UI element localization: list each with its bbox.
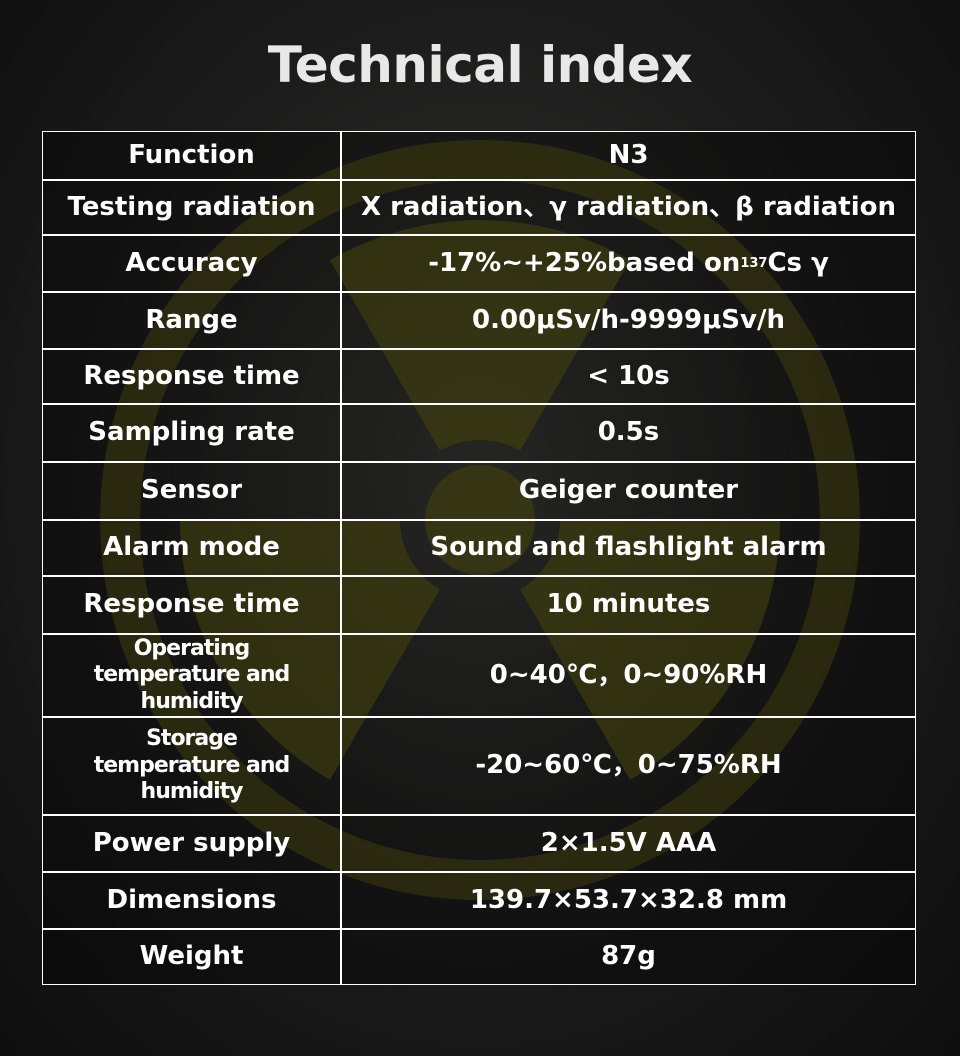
label-cell: Accuracy <box>42 235 341 292</box>
label-cell: Power supply <box>42 815 341 872</box>
label-text: Response time <box>83 589 300 620</box>
label-text: Weight <box>139 941 244 972</box>
value-text-after: Cs γ <box>767 247 829 278</box>
value-text: 0.00μSv/h-9999μSv/h <box>472 304 785 335</box>
value-superscript: 137 <box>740 255 768 271</box>
label-text: Operating temperature and humidity <box>93 635 291 714</box>
value-text: -17%~+25%based on <box>428 247 741 278</box>
value-cell: N3 <box>341 131 916 180</box>
value-text: 0.5s <box>597 417 660 448</box>
value-cell: Geiger counter <box>341 462 916 520</box>
value-cell: 0~40℃，0~90%RH <box>341 634 916 717</box>
label-cell: Response time <box>42 576 341 634</box>
value-text: 2×1.5V AAA <box>540 827 717 858</box>
value-text: < 10s <box>587 360 670 391</box>
label-text: Testing radiation <box>67 191 316 222</box>
label-text: Storage temperature and humidity <box>93 726 291 805</box>
label-cell: Testing radiation <box>42 180 341 235</box>
value-cell: -17%~+25%based on 137 Cs γ <box>341 235 916 292</box>
label-cell: Range <box>42 292 341 349</box>
value-cell: 139.7×53.7×32.8 mm <box>341 872 916 929</box>
label-cell: Storage temperature and humidity <box>42 717 341 815</box>
label-cell: Response time <box>42 349 341 404</box>
label-cell: Alarm mode <box>42 520 341 576</box>
value-text: 139.7×53.7×32.8 mm <box>469 884 788 915</box>
label-cell: Dimensions <box>42 872 341 929</box>
value-text: Sound and flashlight alarm <box>430 532 827 563</box>
title: Technical index <box>267 36 693 94</box>
label-cell: Sampling rate <box>42 404 341 462</box>
value-cell: 0.5s <box>341 404 916 462</box>
value-cell: 10 minutes <box>341 576 916 634</box>
value-cell: < 10s <box>341 349 916 404</box>
label-cell: Operating temperature and humidity <box>42 634 341 717</box>
value-cell: X radiation、γ radiation、β radiation <box>341 180 916 235</box>
value-text: Geiger counter <box>518 475 739 506</box>
value-text: 87g <box>601 941 656 972</box>
value-text: 10 minutes <box>546 589 711 620</box>
value-text: 0~40℃，0~90%RH <box>489 659 768 690</box>
label-text: Power supply <box>92 827 291 858</box>
label-text: Dimensions <box>106 884 277 915</box>
label-text: Function <box>128 139 255 170</box>
value-text: -20~60℃，0~75%RH <box>475 750 782 781</box>
value-text: X radiation、γ radiation、β radiation <box>361 191 896 222</box>
value-cell: 87g <box>341 929 916 985</box>
value-cell: 2×1.5V AAA <box>341 815 916 872</box>
label-text: Sampling rate <box>88 417 295 448</box>
label-cell: Function <box>42 131 341 180</box>
label-cell: Sensor <box>42 462 341 520</box>
label-cell: Weight <box>42 929 341 985</box>
value-text: N3 <box>608 139 649 170</box>
value-cell: 0.00μSv/h-9999μSv/h <box>341 292 916 349</box>
label-text: Alarm mode <box>103 532 280 563</box>
value-cell: Sound and flashlight alarm <box>341 520 916 576</box>
label-text: Range <box>145 304 238 335</box>
value-cell: -20~60℃，0~75%RH <box>341 717 916 815</box>
label-text: Accuracy <box>125 247 258 278</box>
label-text: Response time <box>83 360 300 391</box>
label-text: Sensor <box>140 475 243 506</box>
